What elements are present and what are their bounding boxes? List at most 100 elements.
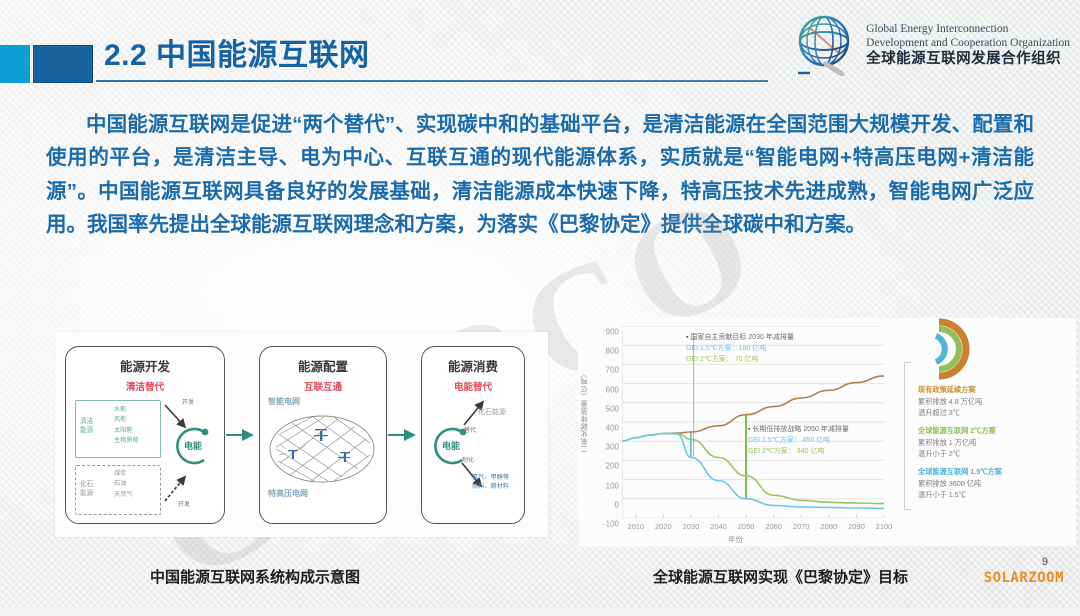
substitute-arrow-top: [463, 400, 485, 426]
panel-energy-consumption: 能源消费 电能替代 电能 替代 化石能源: [421, 345, 525, 524]
annotation-ndc-2030: ▪ 国家自主贡献目标 2030 年减排量 GEI 1.5℃方案：180 亿吨 G…: [686, 332, 794, 366]
annotation-2-heading: ▪ 长期低排放战略 2050 年减排量: [748, 426, 849, 433]
panel3-subtitle: 电能替代: [453, 381, 492, 393]
clean-energy-box: 清洁 能源 水能 风能 太阳能 生物质能: [75, 399, 161, 458]
xtick-2040: 2040: [710, 522, 727, 531]
legend-3-title: 全球能源互联网 1.5℃方案: [918, 466, 1002, 476]
develop-arrow-top: [164, 403, 187, 428]
annotation-1-line-15: GEI 1.5℃方案：180 亿吨: [686, 345, 767, 353]
annotation-2-line-15: GEI 1.5℃方案： 450 亿吨: [748, 437, 831, 445]
ytick-700: 700: [605, 365, 619, 375]
page-number: 9: [1041, 556, 1048, 568]
legend-2-value-1: 累积排放 1 万亿吨: [918, 437, 977, 447]
ytick-300: 300: [605, 442, 619, 452]
legend-bracket: [904, 362, 911, 510]
scenario-donut-chart: [906, 316, 972, 382]
clean-energy-label: 清洁 能源: [80, 417, 94, 435]
panel1-subtitle: 清洁替代: [125, 381, 164, 393]
legend-2-title: 全球能源互联网 2℃方案: [918, 425, 996, 435]
accent-block-blue: [33, 45, 93, 83]
scenario-side-panel: 现有政策延续方案 累积排放 4.8 万亿吨 温升超过 3℃ 全球能源互联网 2℃…: [896, 318, 1076, 546]
fossil-target-label: 化石能源: [478, 408, 506, 416]
right-figure-caption: 全球能源互联网实现《巴黎协定》目标: [653, 569, 909, 586]
electricity-node-1-label: 电能: [183, 441, 202, 451]
xtick-2070: 2070: [792, 522, 810, 531]
globe-icon: [796, 14, 858, 77]
legend-item-current-policy: 现有政策延续方案 累积排放 4.8 万亿吨 温升超过 3℃: [912, 384, 1074, 419]
chart-xlabel: 年份: [728, 535, 743, 544]
page-title: 2.2 中国能源互联网: [104, 39, 370, 72]
panel2-subtitle: 互联互通: [303, 381, 342, 393]
legend-3-value-1: 累积排放 3600 亿吨: [918, 478, 982, 488]
annotation-1-line-2: GEI 2℃方案： 70 亿吨: [686, 356, 759, 364]
annotation-1-heading: ▪ 国家自主贡献目标 2030 年减排量: [686, 334, 794, 341]
annotation-2-line-2: GEI 2℃方案： 340 亿吨: [748, 448, 825, 456]
logo-text: Global Energy Interconnection Developmen…: [866, 22, 1070, 69]
substitute-label-bottom: 制化: [462, 457, 475, 464]
legend-1-title: 现有政策延续方案: [918, 385, 976, 394]
accent-block-cyan: [0, 45, 30, 83]
emissions-chart: 二氧化碳排放量（亿吨） -100 0 100 200 300 400 500 600 700 80…: [578, 318, 918, 546]
body-paragraph: 中国能源互联网是促进“两个替代”、实现碳中和的基础平台，是清洁能源在全国范围大规…: [46, 113, 1034, 237]
ytick--100: -100: [602, 519, 619, 529]
xtick-2080: 2080: [820, 522, 838, 531]
ytick-500: 500: [605, 404, 619, 414]
panel2-title: 能源配置: [297, 359, 348, 374]
electricity-node-2: 电能: [428, 423, 474, 469]
ytick-600: 600: [605, 385, 619, 395]
xtick-2020: 2020: [655, 522, 672, 531]
substitute-arrow-bottom: [461, 461, 483, 487]
flow-arrow-2: [387, 428, 421, 441]
xtick-2090: 2090: [848, 522, 865, 531]
panel3-title: 能源消费: [447, 359, 498, 374]
ytick-0: 0: [614, 500, 619, 510]
legend-2-value-2: 温升小于 2℃: [918, 449, 960, 459]
logo-en-line2: Development and Cooperation Organization: [866, 36, 1070, 49]
scenario-legend: 现有政策延续方案 累积排放 4.8 万亿吨 温升超过 3℃ 全球能源互联网 2℃…: [912, 384, 1074, 507]
ytick-400: 400: [605, 423, 619, 433]
fossil-energy-items: 煤炭 石油 天然气: [114, 469, 133, 498]
header-divider: [96, 80, 768, 82]
right-figure: 二氧化碳排放量（亿吨） -100 0 100 200 300 400 500 600 700 80…: [578, 318, 1076, 546]
develop-arrow-bottom: [164, 475, 187, 502]
ytick-800: 800: [605, 346, 619, 356]
clean-energy-items: 水能 风能 太阳能 生物质能: [114, 405, 139, 445]
flow-arrow-1: [225, 428, 259, 441]
develop-label-bottom: 开发: [178, 501, 191, 508]
logo-cn: 全球能源互联网发展合作组织: [866, 50, 1062, 67]
annotation-lts-2050: ▪ 长期低排放战略 2050 年减排量 GEI 1.5℃方案： 450 亿吨 G…: [748, 424, 849, 458]
panel1-title: 能源开发: [119, 359, 170, 374]
chart-xticks: 2010 2020 2030 2040 2050 2060 2070 2080 2090 2100: [616, 522, 892, 536]
grid-network-diagram: [268, 413, 376, 490]
solarzoom-watermark: SOLARZOOM: [983, 570, 1064, 586]
smart-grid-label: 智能电网: [268, 396, 300, 406]
xtick-2100: 2100: [875, 522, 893, 531]
panel-energy-development: 能源开发 清洁替代 清洁 能源 水能 风能 太阳能 生物质能 化石 能源 煤炭 石油 天然气 …: [65, 345, 225, 524]
logo-en-line1: Global Energy Interconnection: [866, 22, 1009, 35]
legend-1-value-1: 累积排放 4.8 万亿吨: [918, 396, 983, 406]
legend-item-gei-2c: 全球能源互联网 2℃方案 累积排放 1 万亿吨 温升小于 2℃: [912, 425, 1074, 460]
hydrogen-target-label: 氢气、甲醇等 燃料、原材料: [472, 473, 510, 491]
header-accent-blocks: [0, 45, 93, 83]
ytick-100: 100: [605, 481, 619, 491]
legend-item-gei-15c: 全球能源互联网 1.5℃方案 累积排放 3600 亿吨 温升小于 1.5℃: [912, 466, 1074, 501]
organization-logo: Global Energy Interconnection Developmen…: [796, 14, 1070, 77]
electricity-node-2-label: 电能: [441, 441, 460, 451]
left-figure: 能源开发 清洁替代 清洁 能源 水能 风能 太阳能 生物质能 化石 能源 煤炭 石油 天然气 …: [55, 332, 548, 537]
xtick-2030: 2030: [682, 522, 700, 531]
ytick-200: 200: [605, 461, 619, 471]
develop-label-top: 开发: [182, 399, 195, 406]
ytick-900: 900: [605, 327, 619, 337]
panel-energy-allocation: 能源配置 互联互通 智能电网: [259, 345, 387, 524]
legend-1-value-2: 温升超过 3℃: [918, 408, 960, 418]
xtick-2050: 2050: [737, 522, 755, 531]
legend-3-value-2: 温升小于 1.5℃: [918, 490, 966, 500]
left-figure-caption: 中国能源互联网系统构成示意图: [150, 569, 361, 586]
substitute-label-top: 替代: [464, 427, 477, 434]
electricity-node-1: 电能: [170, 423, 216, 469]
fossil-energy-box: 化石 能源 煤炭 石油 天然气: [75, 464, 161, 515]
uhv-grid-label: 特高压电网: [268, 488, 308, 498]
chart-yticks: -100 0 100 200 300 400 500 600 700 800 900: [589, 324, 619, 529]
xtick-2060: 2060: [765, 522, 783, 531]
fossil-energy-label: 化石 能源: [80, 480, 94, 498]
